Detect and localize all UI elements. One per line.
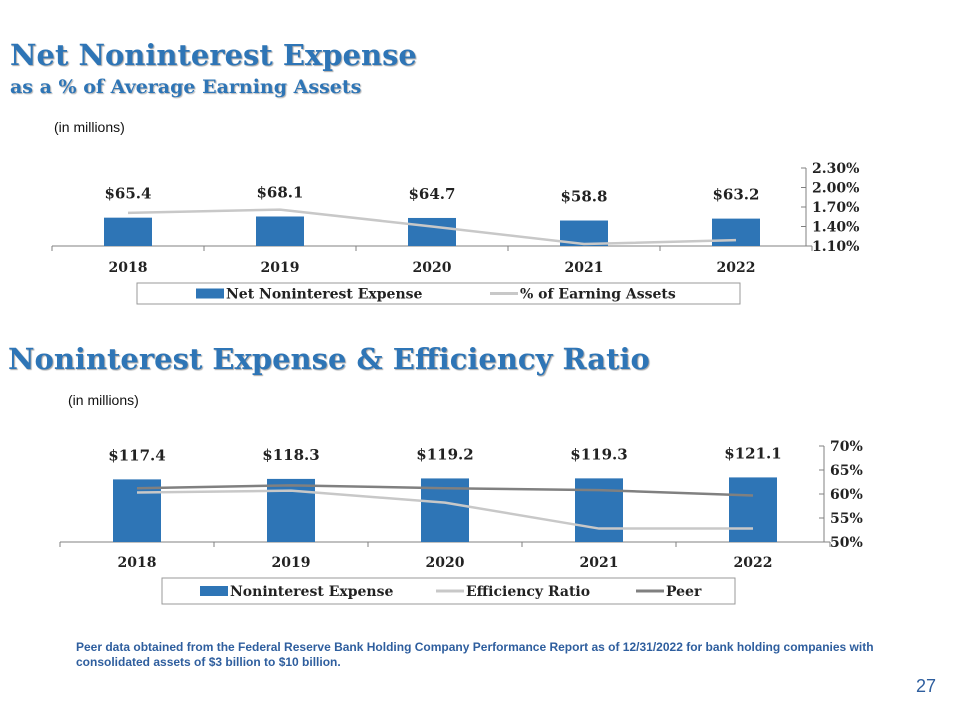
bar-2019 (256, 216, 304, 246)
bar-2021 (575, 478, 623, 542)
right-axis-tick-label: 50% (830, 535, 863, 551)
chart1-title: Net Noninterest Expense (10, 38, 417, 72)
chart1-net-noninterest-expense: 2018 2019 2020 2021 2022 $65.4 $68.1 $64.7 $58.8… (51, 161, 859, 305)
data-label-2018: $117.4 (108, 446, 165, 464)
data-label-2020: $119.2 (416, 445, 473, 463)
legend-entry: Noninterest Expense (230, 584, 393, 600)
bar-2018 (113, 479, 161, 542)
line-peer (136, 484, 754, 497)
bar-2019 (267, 478, 315, 542)
chart1-subtitle: as a % of Average Earning Assets (10, 76, 362, 98)
legend-entry: Peer (666, 584, 702, 600)
data-label-2020: $64.7 (409, 185, 456, 203)
footnote: Peer data obtained from the Federal Rese… (76, 640, 874, 669)
x-tick-label-2019: 2019 (261, 260, 300, 276)
right-axis-tick-label: 65% (830, 463, 863, 479)
x-tick-label-2021: 2021 (565, 260, 604, 276)
legend-swatch-bar (200, 586, 228, 596)
x-tick-label-2018: 2018 (109, 260, 148, 276)
right-axis-tick-label: 2.30% (812, 161, 859, 177)
chart2-noninterest-expense-efficiency: 2018 2019 2020 2021 2022 $117.4 $118.3 $119.2 $1… (59, 439, 863, 605)
right-axis-tick-label: 1.10% (812, 239, 859, 255)
line--of-earning-assets (127, 208, 737, 246)
bar-2020 (408, 217, 456, 246)
page-number: 27 (915, 676, 936, 696)
legend-entry: Net Noninterest Expense (226, 287, 423, 303)
bar-2018 (104, 217, 152, 246)
right-axis-tick-label: 60% (830, 487, 863, 503)
data-label-2022: $121.1 (724, 444, 781, 462)
x-tick-label-2021: 2021 (580, 555, 619, 571)
legend-entry: % of Earning Assets (520, 287, 676, 303)
legend-entry: Efficiency Ratio (466, 584, 590, 600)
x-tick-label-2020: 2020 (413, 260, 452, 276)
right-axis-tick-label: 55% (830, 511, 863, 527)
right-axis-tick-label: 2.00% (812, 181, 859, 197)
data-label-2019: $118.3 (262, 446, 319, 464)
chart2-units-label: (in millions) (68, 392, 139, 408)
right-axis-tick-label: 70% (830, 439, 863, 455)
bar-2022 (729, 477, 777, 542)
x-tick-label-2022: 2022 (717, 260, 756, 276)
right-axis-tick-label: 1.40% (812, 220, 859, 236)
data-label-2019: $68.1 (257, 183, 304, 201)
x-tick-label-2019: 2019 (272, 555, 311, 571)
data-label-2022: $63.2 (713, 186, 760, 204)
line-efficiency-ratio (136, 489, 753, 530)
x-tick-label-2022: 2022 (734, 555, 773, 571)
legend-swatch-bar (196, 288, 224, 299)
data-label-2021: $119.3 (570, 445, 627, 463)
chart1-units-label: (in millions) (54, 119, 125, 135)
data-label-2018: $65.4 (105, 185, 152, 203)
x-tick-label-2020: 2020 (426, 555, 465, 571)
legend-box (136, 282, 741, 305)
right-axis-tick-label: 1.70% (812, 200, 859, 216)
x-tick-label-2018: 2018 (118, 555, 157, 571)
data-label-2021: $58.8 (561, 188, 608, 206)
chart2-title: Noninterest Expense & Efficiency Ratio (8, 342, 650, 376)
